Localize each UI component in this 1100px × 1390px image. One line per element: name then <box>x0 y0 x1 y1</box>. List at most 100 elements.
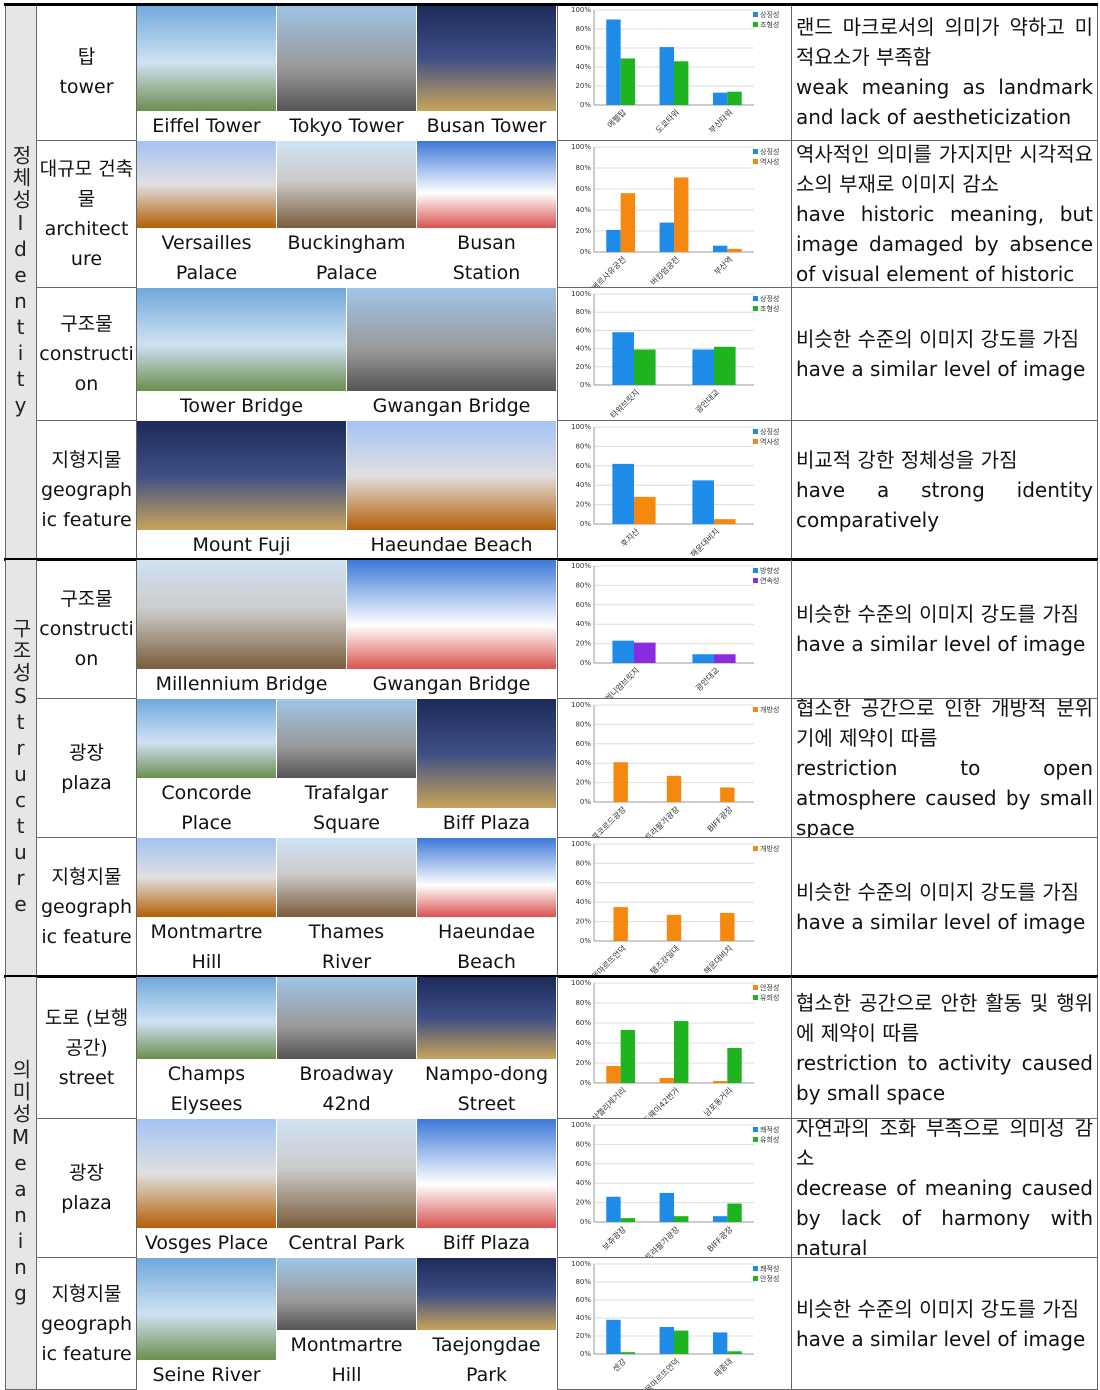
legend-label: 상징성 <box>760 294 779 303</box>
photo-cell: Taejongdae Park <box>417 1258 557 1390</box>
chart-cell: 0% 20% 40% 60% 80% 100% 타워브릿지 광안대교 상징성 조형성 <box>557 288 792 421</box>
description-en: have a similar level of image <box>796 632 1086 656</box>
bar <box>634 496 656 524</box>
photo <box>417 141 556 228</box>
photo-cell: Haeundae Beach <box>347 421 557 560</box>
place-name: Champs Elysees <box>167 1063 246 1115</box>
place-name: Montmartre Hill <box>290 1334 403 1386</box>
description-en: have a similar level of image <box>796 910 1086 934</box>
y-tick-label: 20% <box>575 779 591 787</box>
legend-label: 상징성 <box>760 10 779 19</box>
y-tick-label: 80% <box>575 308 591 316</box>
y-tick-label: 0% <box>580 1079 591 1087</box>
place-name: Buckingham Palace <box>287 232 406 284</box>
y-tick-label: 0% <box>580 381 591 389</box>
legend-label: 연속성 <box>760 576 779 585</box>
y-tick-label: 60% <box>575 1019 591 1027</box>
legend-label: 상징성 <box>760 147 779 156</box>
chart-cell: 0% 20% 40% 60% 80% 100% 에펠탑 도쿄타워 부산타워 상징성 조형성 <box>557 4 792 141</box>
y-tick-label: 80% <box>575 1140 591 1148</box>
bar <box>720 787 735 802</box>
y-tick-label: 20% <box>575 640 591 648</box>
y-tick-label: 100% <box>571 562 591 570</box>
y-tick-label: 20% <box>575 1199 591 1207</box>
chart: 0% 20% 40% 60% 80% 100% 샹젤리제거리 브로드웨이42번가 남포동거리 안정… <box>571 979 779 1118</box>
group-separator <box>4 975 1098 978</box>
description-ko: 비슷한 수준의 이미지 강도를 가짐 <box>796 880 1080 904</box>
group-label: 의미성Meaning <box>5 977 37 1390</box>
category: 대규모 건축물 architecture <box>37 141 137 288</box>
category-ko: 대규모 건축물 <box>39 158 134 210</box>
category-en: construction <box>39 618 134 670</box>
chart-cell: 0% 20% 40% 60% 80% 100% 보쥬광장 트라팔가광장 BIFF광장 쾌적성 유희성 <box>557 1119 792 1258</box>
x-tick-label: 콩코르드광장 <box>590 804 629 838</box>
photo-cell: Tokyo Tower <box>277 4 417 141</box>
bar <box>659 47 674 105</box>
y-tick-label: 0% <box>580 1218 591 1226</box>
description: 비슷한 수준의 이미지 강도를 가짐 have a similar level o… <box>792 560 1098 699</box>
category-en: plaza <box>61 772 112 794</box>
group-separator <box>4 558 1098 561</box>
photo <box>137 288 346 391</box>
chart-cell: 0% 20% 40% 60% 80% 100% 콩코르드광장 트라팔가광장 BIFF광장 개방성 <box>557 699 792 838</box>
description-ko: 역사적인 의미를 가지지만 시각적요소의 부재로 이미지 감소 <box>796 142 1093 196</box>
legend-label: 유희성 <box>760 1135 779 1144</box>
category-en: street <box>58 1066 115 1089</box>
category-ko: 광장 <box>69 742 104 764</box>
photo-cell: Gwangan Bridge <box>347 288 557 421</box>
y-tick-label: 100% <box>571 979 591 987</box>
legend-swatch <box>753 995 758 1000</box>
y-tick-label: 100% <box>571 701 591 709</box>
category: 구조물 construction <box>37 288 137 421</box>
bar <box>620 1030 636 1083</box>
bar <box>692 480 714 524</box>
y-tick-label: 100% <box>571 290 591 298</box>
legend-swatch <box>753 568 758 573</box>
bar <box>620 1218 636 1222</box>
place-name: Seine River <box>152 1364 261 1386</box>
bar <box>659 1192 674 1222</box>
bar <box>606 1196 621 1222</box>
photo-cell: Trafalgar Square <box>277 699 417 838</box>
legend-label: 쾌적성 <box>760 1264 779 1273</box>
legend-label: 쾌적성 <box>760 1125 779 1134</box>
photo-cell: Haeundae Beach <box>417 838 557 977</box>
description: 자연과의 조화 부족으로 의미성 감소 decrease of meaning c… <box>792 1119 1098 1258</box>
photo-cell: Millennium Bridge <box>137 560 347 699</box>
category: 광장 plaza <box>37 699 137 838</box>
place-name: Tokyo Tower <box>289 115 404 137</box>
bar <box>606 229 621 252</box>
photo <box>347 560 556 669</box>
category: 탑 tower <box>37 4 137 141</box>
legend-swatch <box>753 1137 758 1142</box>
x-tick-label: 해운대비치 <box>688 526 721 559</box>
category-ko: 지형지물 <box>51 866 122 888</box>
description-en: weak meaning as landmark and lack of aes… <box>796 75 1093 129</box>
y-tick-label: 20% <box>575 82 591 90</box>
y-tick-label: 100% <box>571 143 591 151</box>
bar <box>620 193 636 252</box>
place-name: Biff Plaza <box>442 1232 531 1254</box>
photo-cell: Versailles Palace <box>137 141 277 288</box>
category-ko: 도로 (보행공간) <box>44 1006 129 1059</box>
chart: 0% 20% 40% 60% 80% 100% 콩코르드광장 트라팔가광장 BIFF광장 개방성 <box>571 701 779 838</box>
photo <box>347 288 556 391</box>
photo <box>417 1258 556 1330</box>
y-tick-label: 20% <box>575 918 591 926</box>
description: 비슷한 수준의 이미지 강도를 가짐 have a similar level o… <box>792 288 1098 421</box>
bar <box>727 91 742 105</box>
bar <box>606 1066 621 1083</box>
bar <box>727 1351 742 1354</box>
description-en: have a similar level of image <box>796 357 1086 381</box>
bar <box>714 654 736 663</box>
place-name: Trafalgar Square <box>304 782 389 834</box>
y-tick-label: 20% <box>575 363 591 371</box>
description-ko: 협소한 공간으로 안한 활동 및 행위에 제약이 따름 <box>796 990 1093 1045</box>
photo <box>277 141 416 228</box>
y-tick-label: 100% <box>571 6 591 14</box>
y-tick-label: 40% <box>575 63 591 71</box>
